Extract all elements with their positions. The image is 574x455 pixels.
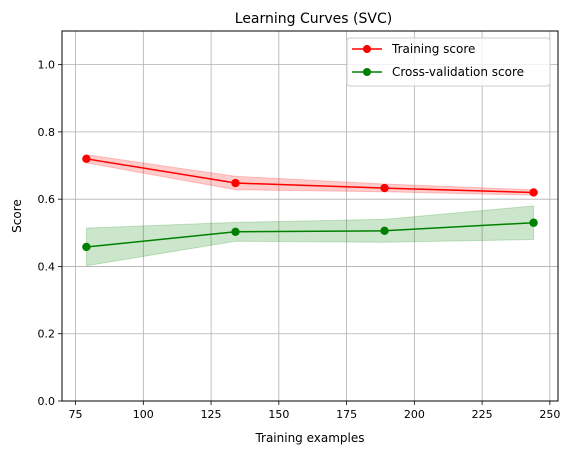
y-axis-ticks: 0.0 0.2 0.4 0.6 0.8 1.0 (38, 59, 62, 408)
y-tick-label: 0.2 (38, 328, 56, 341)
x-tick-label: 150 (268, 408, 289, 421)
point-series-0 (82, 154, 91, 164)
x-tick-label: 250 (539, 408, 560, 421)
band-series-1 (85, 205, 535, 267)
legend: Training score Cross-validation score (346, 37, 551, 87)
series-points (82, 154, 538, 252)
point-series-1 (529, 218, 538, 227)
legend-marker-cross-validation (363, 68, 371, 76)
point-series-1 (82, 242, 91, 252)
line-series-1 (86, 221, 534, 248)
point-series-0 (380, 183, 389, 193)
confidence-bands (85, 154, 535, 267)
legend-label-training: Training score (391, 42, 475, 56)
band-series-0 (85, 154, 535, 196)
chart-title: Learning Curves (SVC) (235, 11, 392, 27)
point-series-1 (380, 226, 389, 235)
legend-label-cross-validation: Cross-validation score (392, 65, 524, 79)
x-tick-label: 200 (404, 408, 425, 421)
x-axis-label: Training examples (254, 431, 364, 445)
y-tick-label: 0.6 (38, 193, 56, 206)
x-tick-label: 175 (336, 408, 357, 421)
y-axis-label: Score (10, 199, 24, 233)
legend-marker-training (363, 45, 371, 53)
point-series-1 (231, 227, 240, 237)
y-tick-label: 0.0 (38, 395, 56, 408)
y-tick-label: 0.8 (38, 126, 56, 139)
x-axis-ticks: 75 100 125 150 175 200 225 250 (69, 401, 560, 421)
series-lines (86, 158, 534, 248)
plot-frame (61, 30, 559, 402)
y-tick-label: 0.4 (38, 260, 56, 273)
x-tick-label: 100 (133, 408, 154, 421)
line-series-0 (86, 158, 534, 194)
y-tick-label: 1.0 (38, 59, 56, 72)
point-series-0 (231, 178, 240, 188)
x-tick-label: 125 (201, 408, 222, 421)
x-tick-label: 225 (472, 408, 493, 421)
x-tick-label: 75 (69, 408, 83, 421)
legend-box (346, 37, 551, 87)
point-series-0 (529, 188, 538, 197)
